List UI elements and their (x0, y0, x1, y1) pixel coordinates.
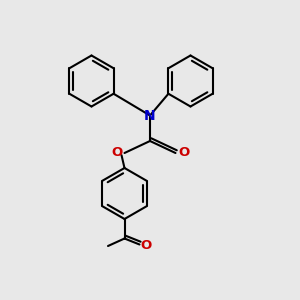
Text: N: N (144, 109, 156, 122)
Text: O: O (111, 146, 123, 160)
Text: O: O (178, 146, 190, 160)
Text: O: O (140, 239, 152, 252)
